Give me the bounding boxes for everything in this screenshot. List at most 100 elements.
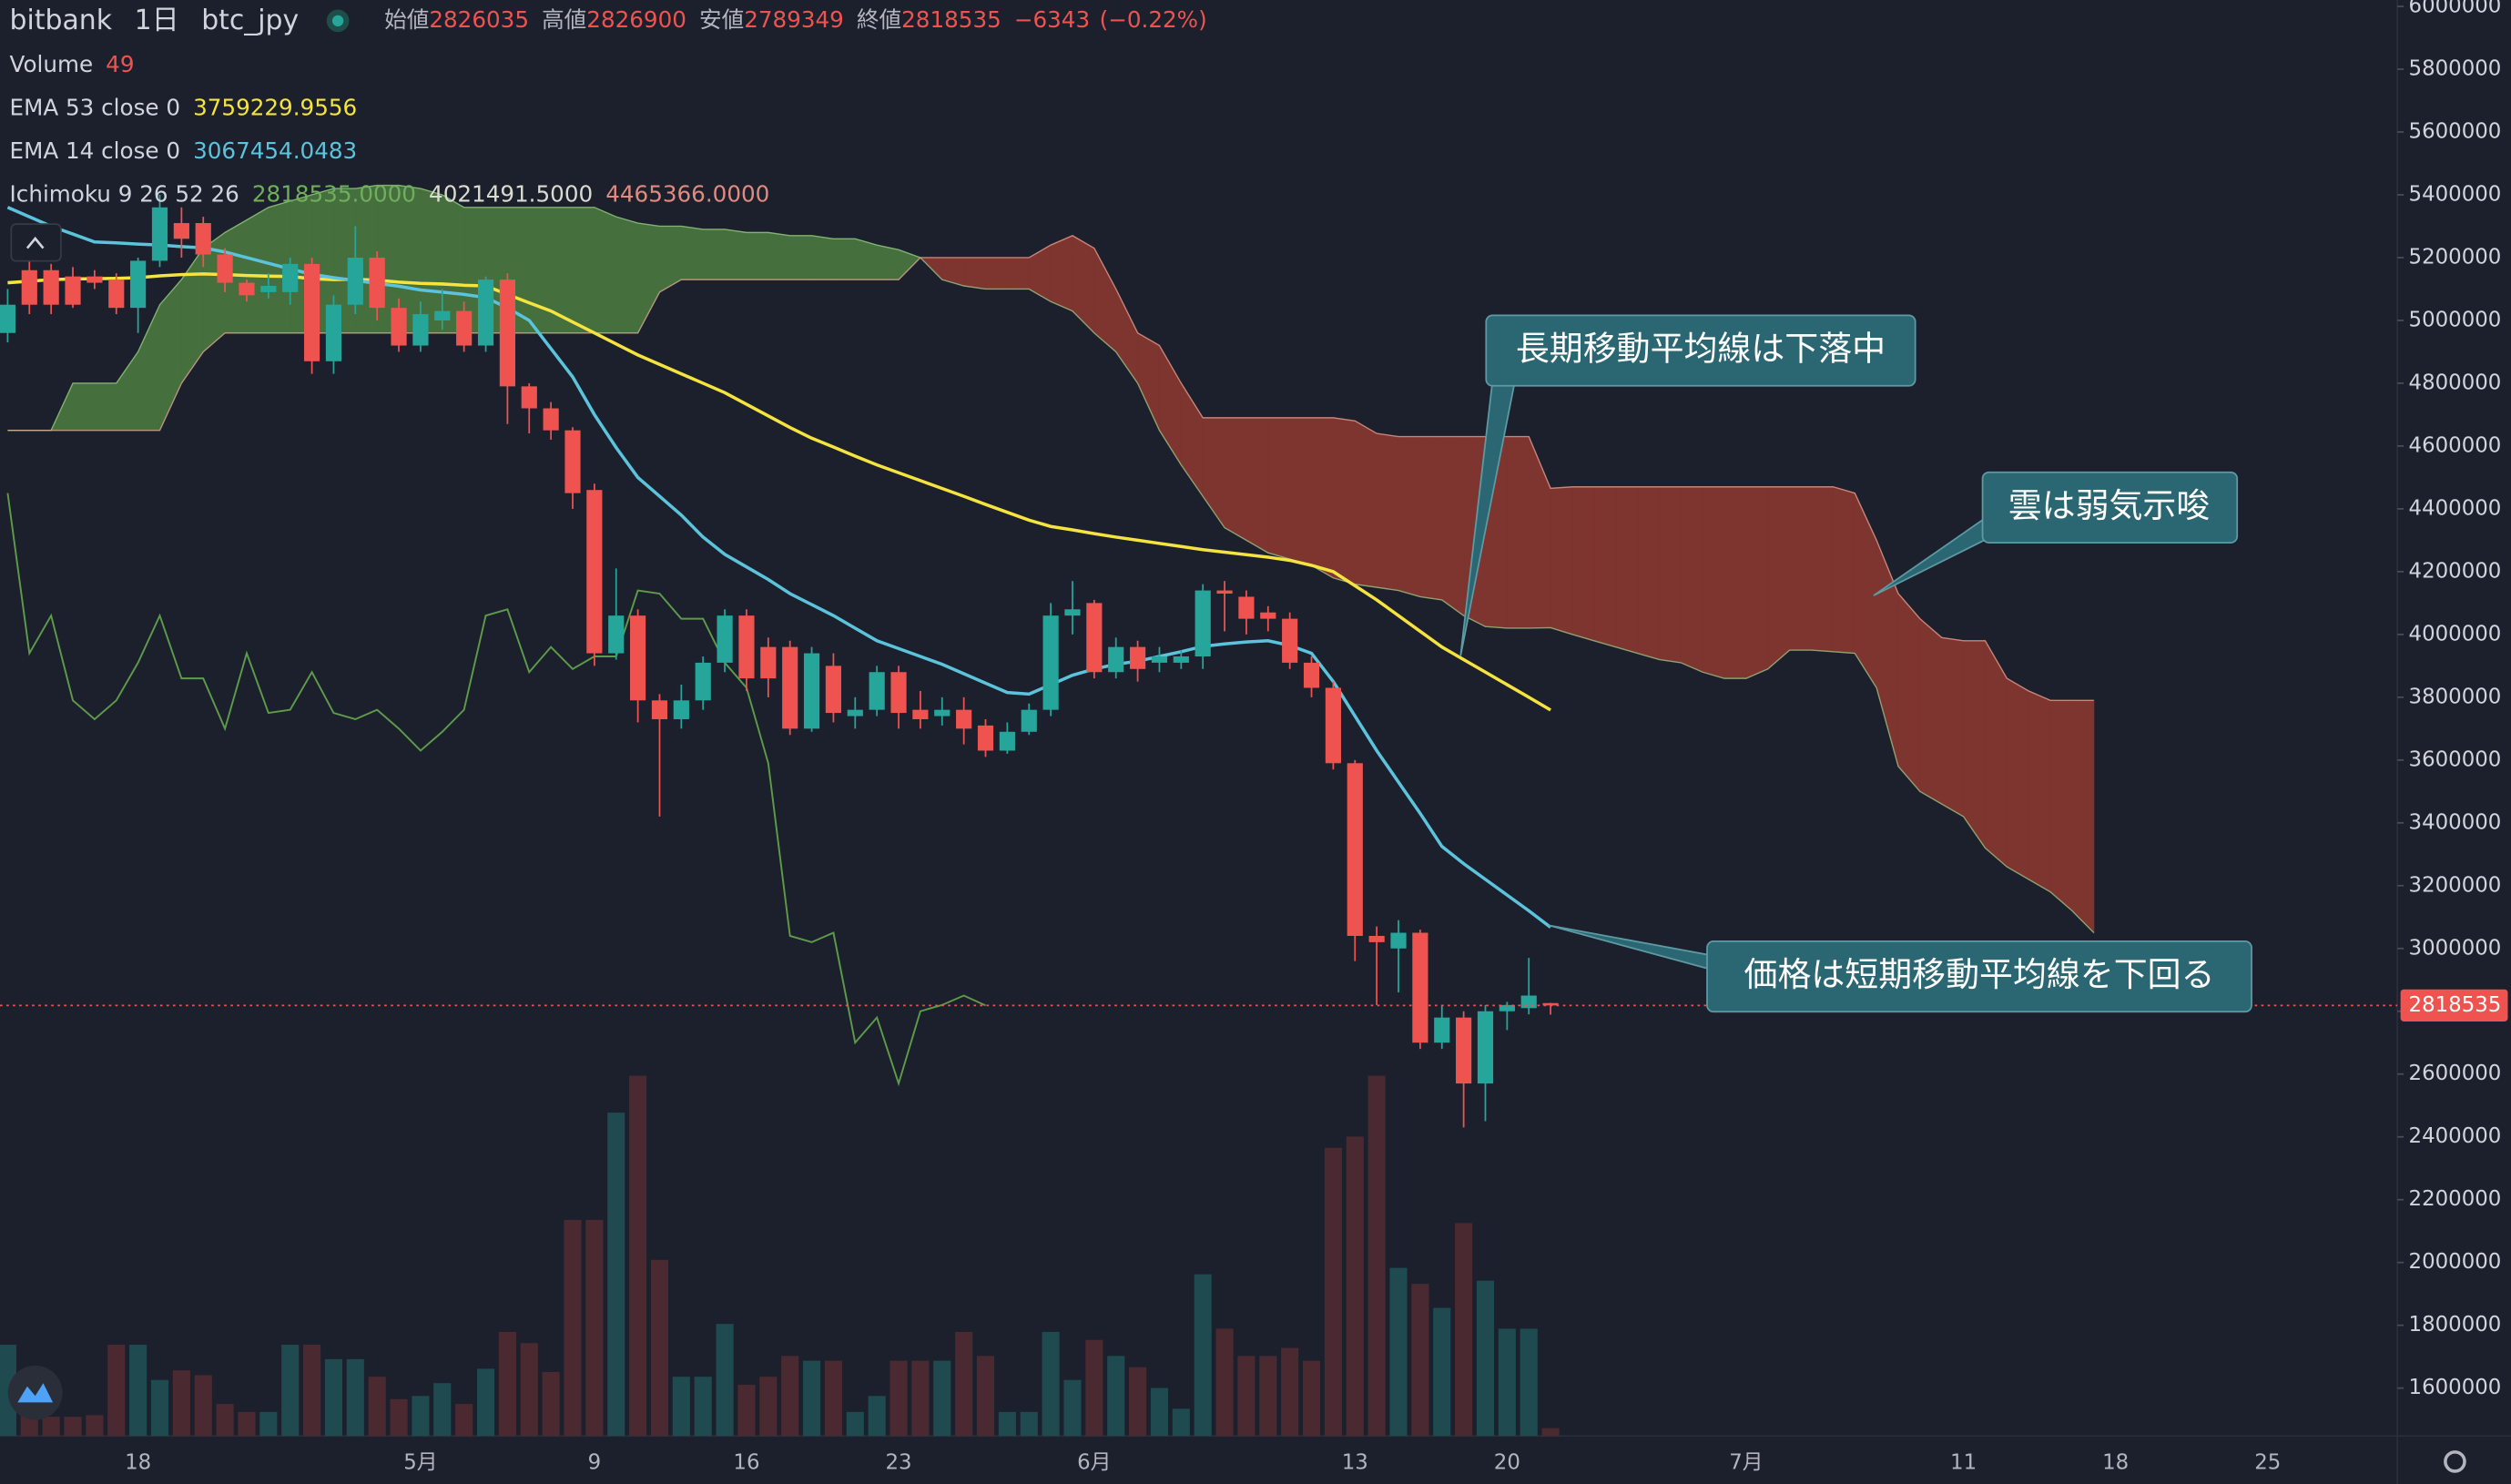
volume-bar <box>694 1377 712 1437</box>
cloud-segment <box>1593 486 1617 648</box>
cloud-segment <box>1571 486 1595 642</box>
cloud-segment <box>1941 636 1965 818</box>
y-tick-label: 2200000 <box>2409 1187 2502 1211</box>
x-tick-label: 6月 <box>1077 1451 1111 1475</box>
volume-bar <box>129 1345 147 1437</box>
cloud-segment <box>1919 617 1943 806</box>
ohlc-label: 始値 <box>384 6 429 33</box>
cloud-segment <box>1745 486 1769 679</box>
cloud-segment <box>1245 417 1269 554</box>
settings-icon[interactable] <box>2444 1450 2466 1473</box>
y-tick-label: 1600000 <box>2409 1376 2502 1399</box>
lagging-span <box>6 493 986 1087</box>
cloud-segment <box>1419 436 1443 601</box>
cloud-segment <box>1723 486 1747 679</box>
ohlc-value: 2789349 <box>744 6 844 33</box>
candle-body <box>934 709 951 717</box>
cloud-segment <box>854 238 878 280</box>
candle-body <box>43 269 59 305</box>
candle-body <box>912 709 929 719</box>
candle-body <box>65 276 81 305</box>
candle-body <box>0 304 16 333</box>
volume-bar <box>346 1358 364 1437</box>
y-tick-label: 4600000 <box>2409 433 2502 457</box>
cloud-segment <box>1289 417 1313 566</box>
candle-body <box>391 308 407 346</box>
volume-bar <box>42 1417 60 1437</box>
collapse-button[interactable] <box>10 223 62 262</box>
cloud-segment <box>1897 592 1921 793</box>
candle-body <box>847 709 863 717</box>
cloud-segment <box>1311 417 1334 579</box>
candle-body <box>956 709 972 729</box>
last-price-label: 2818535 <box>2409 993 2502 1017</box>
volume-bar <box>412 1396 430 1437</box>
cloud-segment <box>789 235 813 280</box>
cloud-segment <box>2049 699 2073 912</box>
logo[interactable] <box>7 1365 63 1420</box>
volume-bar <box>716 1324 734 1437</box>
volume-bar <box>1411 1284 1429 1437</box>
candle-body <box>477 280 494 346</box>
ohlc-value: 2826035 <box>429 6 529 33</box>
callout-text: 価格は短期移動平均線を下回る <box>1744 955 2215 994</box>
volume-bar <box>1259 1356 1277 1437</box>
candle-body <box>1477 1011 1494 1084</box>
cloud-segment <box>963 257 987 290</box>
cloud-segment <box>2071 699 2095 934</box>
legend-value: 49 <box>106 51 134 77</box>
cloud-segment <box>1680 486 1703 674</box>
candle-body <box>803 653 820 729</box>
ema-line <box>7 272 1551 712</box>
candle-body <box>1434 1017 1450 1043</box>
volume-bar <box>868 1396 886 1437</box>
legend-name: EMA 14 close 0 <box>10 137 180 164</box>
volume-bar <box>1215 1328 1234 1437</box>
volume-bar <box>64 1417 82 1437</box>
cloud-segment <box>1441 436 1465 617</box>
y-tick-label: 4000000 <box>2409 622 2502 645</box>
cloud-segment <box>768 231 791 280</box>
change-percent: (−0.22%) <box>1100 6 1207 33</box>
volume-bar <box>737 1384 756 1437</box>
candle-body <box>369 257 385 309</box>
volume-bar <box>933 1360 951 1437</box>
candle-body <box>717 615 733 663</box>
volume-bar <box>150 1379 169 1437</box>
last-price-tag <box>2400 989 2508 1022</box>
candle-body <box>1173 656 1189 663</box>
y-tick-label: 2400000 <box>2409 1124 2502 1148</box>
volume-bar <box>1302 1360 1321 1437</box>
volume-bar <box>194 1375 212 1437</box>
candle-body <box>21 269 37 305</box>
volume-bar <box>390 1398 408 1437</box>
volume-bar <box>629 1075 647 1437</box>
candle-body <box>1412 932 1428 1043</box>
pair: btc_jpy <box>201 4 299 36</box>
cloud-segment <box>1963 640 1986 850</box>
candle-body <box>651 700 668 719</box>
x-tick-label: 9 <box>588 1451 602 1475</box>
legend-name: Volume <box>10 51 94 77</box>
ema-legend: EMA 14 close 0 3067454.0483 <box>10 137 358 164</box>
cloud-segment <box>876 244 900 280</box>
x-tick-label: 11 <box>1950 1451 1977 1475</box>
candle-body <box>1260 612 1276 619</box>
cloud-segment <box>594 206 617 334</box>
y-tick-label: 5200000 <box>2409 245 2502 269</box>
candle-body <box>586 490 603 654</box>
volume-bar <box>1389 1267 1408 1437</box>
candle-body <box>1195 590 1211 657</box>
x-tick-label: 23 <box>885 1451 911 1475</box>
candle-body <box>1151 656 1168 663</box>
y-tick-label: 5600000 <box>2409 120 2502 144</box>
y-tick-label: 4200000 <box>2409 559 2502 583</box>
x-tick-label: 16 <box>733 1451 759 1475</box>
volume-bar <box>107 1345 126 1437</box>
callout-box <box>1981 471 2239 544</box>
volume-bar <box>455 1404 473 1437</box>
candle-body <box>1108 646 1124 673</box>
x-tick-label: 13 <box>1342 1451 1368 1475</box>
y-tick-label: 3400000 <box>2409 810 2502 834</box>
